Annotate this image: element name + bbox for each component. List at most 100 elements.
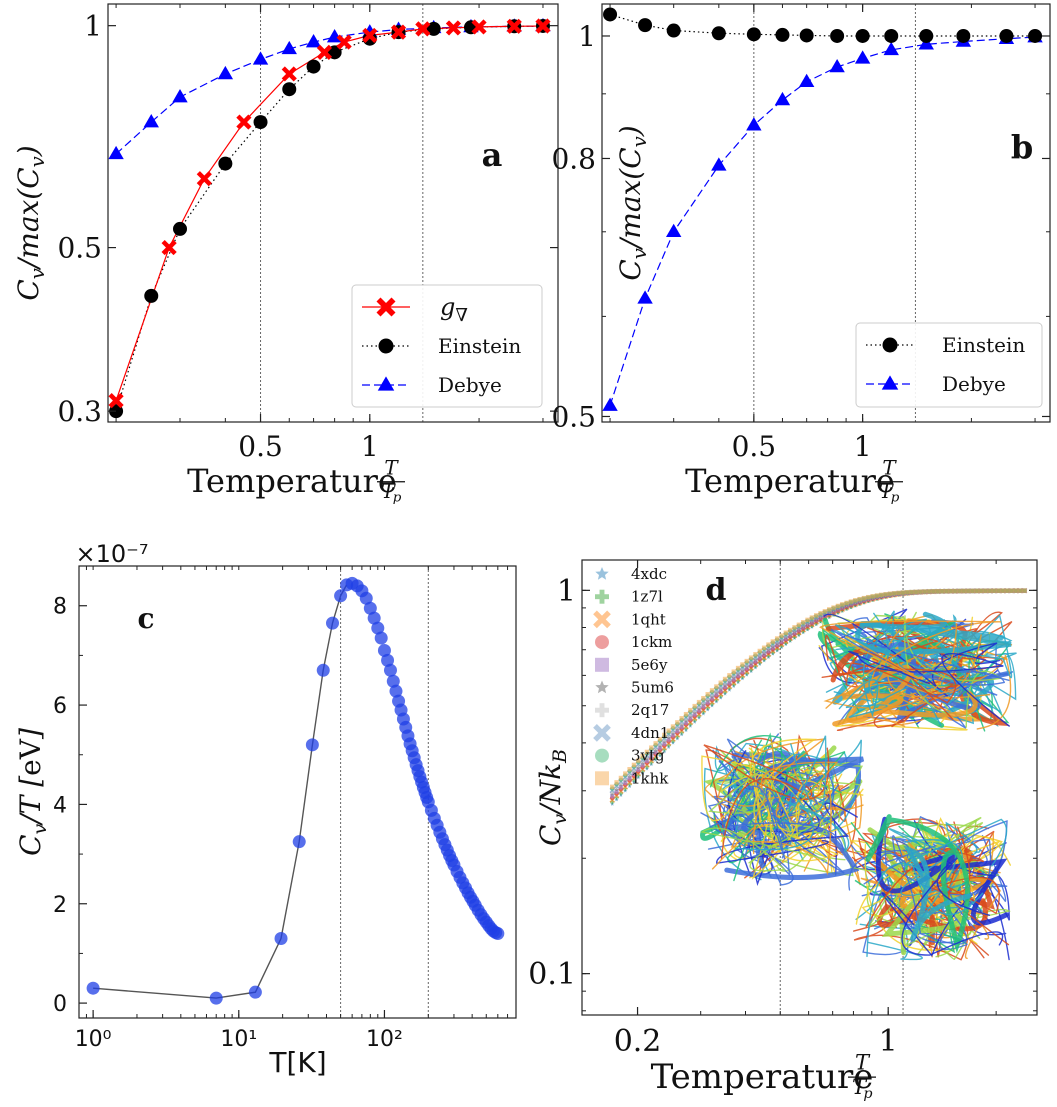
- einstein-point: [775, 27, 790, 42]
- curve-point-1z7l-v: [663, 747, 666, 752]
- curve-point-1z7l: [800, 628, 806, 634]
- x-axis-label-denominator: T: [381, 480, 396, 503]
- x-axis-label-numerator: T: [384, 456, 399, 479]
- curve-point-2q17-v: [785, 634, 787, 639]
- einstein-point: [253, 115, 268, 130]
- curve-point-5e6y: [627, 776, 632, 781]
- curve-point-1z7l: [610, 799, 615, 805]
- x-tick-label: 10⁰: [75, 1027, 112, 1052]
- curve-point-1khk: [970, 588, 975, 594]
- curve-point-1z7l-v: [659, 751, 661, 756]
- debye-point: [252, 51, 269, 65]
- curve-point-1khk: [1022, 588, 1027, 593]
- data-point: [381, 653, 395, 667]
- debye-point: [774, 91, 791, 106]
- ribbon-strand: [819, 620, 1001, 709]
- curve-point-1khk: [957, 588, 962, 594]
- gnabla-point: [506, 18, 522, 34]
- debye-point: [281, 40, 297, 55]
- curve-point-1z7l: [705, 705, 710, 711]
- curve-point-1khk: [731, 669, 736, 674]
- curve-point-1z7l: [631, 777, 637, 783]
- curve-point-2q17: [631, 768, 637, 773]
- curve-point-1khk: [783, 630, 789, 635]
- curve-point-1z7l-v: [719, 693, 722, 699]
- curve-point-2q17-v: [706, 696, 709, 702]
- curve-point-5e6y: [748, 662, 754, 668]
- curve-point-2q17: [748, 659, 754, 665]
- curve-point-2q17-v: [615, 785, 618, 791]
- curve-point-1z7l-v: [746, 671, 748, 676]
- einstein-point: [306, 59, 321, 74]
- curve-point-5e6y: [731, 677, 736, 682]
- legend-label: 1ckm: [631, 633, 672, 651]
- protein-structure-bottom: [848, 814, 1011, 961]
- curve-point-1khk: [757, 648, 762, 654]
- x-axis-label-word: Temperature: [685, 462, 895, 500]
- curve-point-2q17: [657, 742, 663, 747]
- gnabla-point-stroke2: [362, 27, 378, 44]
- legend-marker-v: [599, 589, 605, 604]
- panel-d: 0.2 10.11TemperatureTTpCv/NkBd4xdc1z7l1qh…: [528, 559, 1038, 1102]
- gnabla-point-stroke2: [108, 393, 124, 409]
- curve-point-2q17: [692, 708, 697, 714]
- ribbon-strand: [865, 814, 971, 954]
- legend-label: 5um6: [631, 679, 674, 697]
- curve-point-2q17-v: [667, 733, 670, 739]
- gnabla-point-stroke2: [445, 20, 462, 36]
- curve-point-2q17: [740, 666, 745, 672]
- curve-point-1khk: [653, 741, 658, 746]
- legend-marker-stroke2: [593, 610, 611, 629]
- legend-marker: [376, 297, 396, 317]
- curve-point-1z7l-v: [637, 773, 640, 778]
- curve-point-5e6y: [705, 700, 710, 705]
- curve-point-5e6y: [766, 649, 771, 654]
- curve-point-1khk: [748, 655, 754, 660]
- gnabla-point-stroke2: [316, 44, 333, 60]
- data-point: [386, 674, 400, 688]
- curve-point-2q17: [623, 776, 628, 782]
- debye-point: [883, 41, 899, 56]
- curve-point-2q17: [636, 763, 641, 769]
- legend-label: 4dn1: [631, 724, 669, 742]
- curve-point-2q17-v: [628, 772, 631, 777]
- curve-point-1z7l-v: [715, 697, 718, 703]
- curve-point-5e6y: [640, 763, 645, 768]
- curve-point-5e6y: [761, 652, 767, 657]
- protein-structure-left: [700, 732, 866, 886]
- panel-label: c: [137, 602, 154, 635]
- ribbon-strand: [750, 747, 794, 833]
- curve-point-1z7l-v: [754, 663, 757, 669]
- curve-point-1khk: [918, 589, 923, 594]
- curve-point-1khk: [870, 594, 875, 599]
- legend-box: [855, 322, 1043, 408]
- curve-point-1z7l-v: [646, 764, 648, 769]
- curve-point-2q17-v: [693, 708, 696, 714]
- curve-point-1z7l-v: [702, 709, 705, 715]
- gnabla-point: [236, 114, 252, 130]
- y-axis-label: Cv/max(Cv): [12, 145, 49, 300]
- legend-label: 1z7l: [631, 588, 663, 606]
- data-point: [367, 611, 381, 625]
- curve-point-1z7l-v: [685, 726, 687, 731]
- curve-point-1khk: [900, 590, 906, 595]
- einstein-point: [603, 7, 618, 22]
- curve-point-2q17-v: [685, 717, 687, 722]
- curve-point-5e6y: [783, 636, 789, 642]
- curve-point-1khk: [822, 609, 828, 614]
- curve-point-2q17: [787, 631, 793, 636]
- curve-point-1z7l: [731, 682, 736, 687]
- debye-point: [665, 223, 682, 238]
- curve-point-1z7l-v: [693, 717, 696, 723]
- curve-point-1z7l: [653, 755, 658, 761]
- y-tick-label: 0.5: [551, 400, 596, 433]
- curve-point-2q17-v: [654, 746, 657, 751]
- curve-point-1khk: [766, 642, 771, 647]
- curve-point-1khk: [692, 703, 697, 709]
- curve-point-5e6y: [614, 789, 619, 794]
- curve-point-2q17-v: [772, 643, 774, 648]
- curve-point-1z7l-v: [615, 795, 618, 800]
- curve-point-5e6y: [696, 708, 702, 713]
- curve-point-1z7l-v: [624, 786, 627, 791]
